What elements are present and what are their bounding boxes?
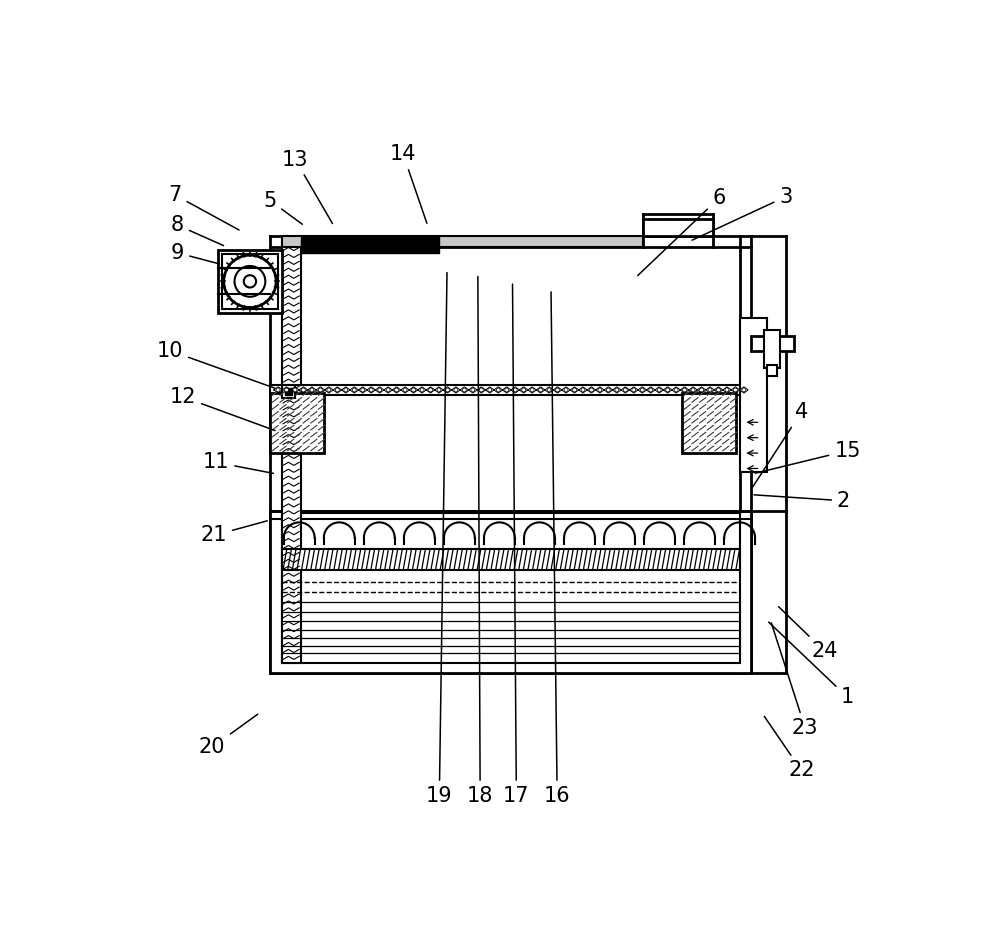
Circle shape bbox=[649, 388, 653, 392]
Circle shape bbox=[564, 388, 568, 392]
Text: 24: 24 bbox=[779, 606, 838, 661]
Bar bbox=[764, 330, 780, 369]
Circle shape bbox=[285, 388, 288, 392]
Circle shape bbox=[556, 388, 559, 392]
Text: 13: 13 bbox=[282, 149, 332, 224]
Circle shape bbox=[403, 388, 407, 392]
Circle shape bbox=[708, 388, 712, 392]
Text: 19: 19 bbox=[426, 272, 453, 806]
Circle shape bbox=[632, 388, 636, 392]
Circle shape bbox=[429, 388, 432, 392]
Circle shape bbox=[293, 388, 297, 392]
Circle shape bbox=[462, 388, 466, 392]
Bar bbox=[282, 385, 295, 397]
Bar bbox=[682, 393, 736, 453]
Bar bbox=[643, 219, 713, 236]
Circle shape bbox=[522, 388, 526, 392]
Circle shape bbox=[352, 388, 356, 392]
Text: 18: 18 bbox=[467, 276, 493, 806]
Circle shape bbox=[386, 388, 390, 392]
Circle shape bbox=[395, 388, 399, 392]
Bar bbox=[218, 250, 282, 313]
Circle shape bbox=[623, 388, 627, 392]
Bar bbox=[282, 243, 301, 662]
Circle shape bbox=[581, 388, 585, 392]
Text: 4: 4 bbox=[753, 402, 808, 487]
Text: 8: 8 bbox=[171, 216, 224, 245]
Text: 17: 17 bbox=[503, 285, 530, 806]
Circle shape bbox=[446, 388, 449, 392]
Circle shape bbox=[573, 388, 576, 392]
Text: 5: 5 bbox=[263, 190, 302, 224]
Circle shape bbox=[361, 388, 365, 392]
Circle shape bbox=[471, 388, 475, 392]
Circle shape bbox=[691, 388, 695, 392]
Circle shape bbox=[725, 388, 729, 392]
Text: 16: 16 bbox=[544, 292, 570, 806]
Circle shape bbox=[276, 388, 280, 392]
Circle shape bbox=[412, 388, 415, 392]
Text: 2: 2 bbox=[754, 491, 850, 510]
Circle shape bbox=[666, 388, 670, 392]
Circle shape bbox=[598, 388, 602, 392]
Circle shape bbox=[335, 388, 339, 392]
Text: 1: 1 bbox=[769, 622, 854, 707]
Text: 7: 7 bbox=[169, 185, 239, 230]
Text: 11: 11 bbox=[203, 453, 273, 473]
Bar bbox=[767, 366, 777, 376]
Bar bbox=[282, 513, 740, 663]
Circle shape bbox=[488, 388, 492, 392]
Bar bbox=[282, 549, 740, 570]
Circle shape bbox=[479, 388, 483, 392]
Circle shape bbox=[547, 388, 551, 392]
Circle shape bbox=[717, 388, 720, 392]
Circle shape bbox=[496, 388, 500, 392]
Circle shape bbox=[606, 388, 610, 392]
Text: 6: 6 bbox=[638, 188, 726, 275]
Text: 3: 3 bbox=[692, 187, 792, 240]
Circle shape bbox=[683, 388, 687, 392]
Circle shape bbox=[733, 388, 737, 392]
Text: 9: 9 bbox=[171, 243, 219, 264]
Bar bbox=[285, 387, 292, 396]
Text: 21: 21 bbox=[200, 521, 267, 546]
Text: 22: 22 bbox=[764, 717, 814, 780]
Circle shape bbox=[742, 388, 746, 392]
Circle shape bbox=[420, 388, 424, 392]
Circle shape bbox=[590, 388, 593, 392]
Bar bbox=[751, 336, 794, 352]
Circle shape bbox=[454, 388, 458, 392]
Circle shape bbox=[674, 388, 678, 392]
Circle shape bbox=[505, 388, 509, 392]
Circle shape bbox=[344, 388, 348, 392]
Circle shape bbox=[378, 388, 382, 392]
Circle shape bbox=[657, 388, 661, 392]
Text: 12: 12 bbox=[170, 387, 275, 430]
Circle shape bbox=[615, 388, 619, 392]
Circle shape bbox=[318, 388, 322, 392]
Circle shape bbox=[327, 388, 331, 392]
Bar bbox=[222, 254, 278, 309]
Circle shape bbox=[513, 388, 517, 392]
Circle shape bbox=[640, 388, 644, 392]
Circle shape bbox=[369, 388, 373, 392]
Circle shape bbox=[437, 388, 441, 392]
Circle shape bbox=[700, 388, 703, 392]
Bar bbox=[270, 393, 324, 453]
Text: 23: 23 bbox=[771, 623, 818, 738]
Text: 14: 14 bbox=[390, 145, 427, 223]
Text: 10: 10 bbox=[157, 341, 275, 388]
Circle shape bbox=[302, 388, 305, 392]
Text: 20: 20 bbox=[199, 714, 258, 758]
Bar bbox=[270, 384, 744, 396]
Bar bbox=[301, 238, 439, 253]
Circle shape bbox=[539, 388, 543, 392]
Bar bbox=[740, 318, 767, 472]
Text: 15: 15 bbox=[755, 440, 861, 473]
Bar bbox=[282, 236, 643, 246]
Circle shape bbox=[310, 388, 314, 392]
Bar bbox=[270, 511, 751, 673]
Circle shape bbox=[530, 388, 534, 392]
